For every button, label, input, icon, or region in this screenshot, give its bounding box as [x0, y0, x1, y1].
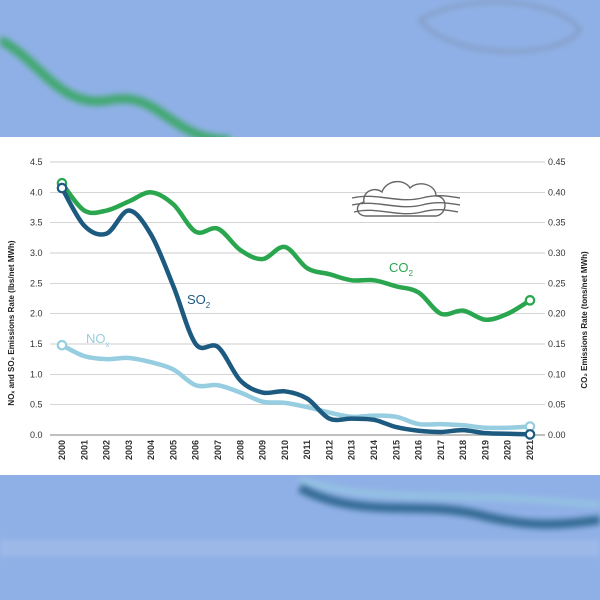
x-tick-label: 2019	[480, 440, 490, 460]
y-left-tick-label: 2.5	[30, 278, 43, 288]
chart-card: 0.0 0.5 1.0 1.5 2.0 2.5 3.0 3.5 4.0 4.5 0.00 0.05 0…	[0, 137, 600, 475]
x-tick-label: 2007	[213, 440, 223, 460]
x-tick-label: 2013	[347, 440, 357, 460]
y-right-tick-label: 0.30	[548, 248, 566, 258]
y-left-tick-label: 1.5	[30, 339, 43, 349]
endpoint-markers	[56, 177, 536, 440]
x-tick-label: 2017	[436, 440, 446, 460]
x-tick-label: 2008	[235, 440, 245, 460]
y-right-tick-label: 0.05	[548, 400, 566, 410]
x-tick-label: 2002	[102, 440, 112, 460]
x-tick-label: 2014	[369, 440, 379, 460]
emissions-chart: 0.00.51.01.52.02.53.03.54.04.5 0.000.050…	[7, 157, 589, 460]
y-left-tick-label: 0.0	[30, 430, 43, 440]
x-tick-label: 2006	[191, 440, 201, 460]
x-tick-label: 2005	[168, 440, 178, 460]
x-tick-label: 2018	[458, 440, 468, 460]
so2-series-line	[59, 185, 533, 437]
x-tick-label: 2004	[146, 440, 156, 460]
x-tick-label: 2012	[324, 440, 334, 460]
so2-series-label: SO2	[187, 292, 211, 310]
x-tick-label: 2015	[391, 440, 401, 460]
nox-series-line	[59, 342, 533, 431]
left-axis-ticks: 0.0 0.5 1.0 1.5 2.0 2.5 3.0 3.5 4.0 4.5	[30, 157, 43, 440]
y-left-tick-label: 0.5	[30, 400, 43, 410]
x-tick-label: 2000	[57, 440, 67, 460]
so2-endpoint-marker	[56, 182, 68, 194]
x-tick-label: 2009	[258, 440, 268, 460]
series-lines	[59, 180, 533, 437]
y-right-tick-label: 0.40	[548, 187, 566, 197]
co2-series-line	[59, 180, 533, 323]
so2-endpoint-marker	[524, 429, 536, 440]
right-axis-title: CO₂ Emissions Rate (tons/net MWh)	[580, 251, 589, 389]
y-right-tick-label: 0.15	[548, 339, 566, 349]
y-left-tick-label: 1.0	[30, 369, 43, 379]
co2-series-label: CO2	[389, 260, 414, 278]
nox-endpoint-marker	[56, 339, 68, 351]
x-tick-label: 2001	[79, 440, 89, 460]
y-right-tick-label: 0.10	[548, 369, 566, 379]
x-tick-label: 2016	[414, 440, 424, 460]
co2-endpoint-marker	[524, 295, 536, 306]
nox-series-label: NOx	[86, 331, 110, 349]
x-tick-label: 2021	[525, 440, 535, 460]
y-left-tick-label: 3.5	[30, 218, 43, 228]
y-left-tick-label: 3.0	[30, 248, 43, 258]
y-right-tick-label: 0.25	[548, 278, 566, 288]
right-axis-ticks: 0.00 0.05 0.10 0.15 0.20 0.25 0.30 0.35 0.40 0.45	[548, 157, 566, 440]
x-tick-label: 2010	[280, 440, 290, 460]
cloud-icon	[351, 181, 461, 217]
x-tick-label: 2020	[503, 440, 513, 460]
y-right-tick-label: 0.35	[548, 218, 566, 228]
x-tick-label: 2003	[124, 440, 134, 460]
y-right-tick-label: 0.45	[548, 157, 566, 167]
y-right-tick-label: 0.20	[548, 309, 566, 319]
y-left-tick-label: 4.5	[30, 157, 43, 167]
x-tick-label: 2011	[302, 440, 312, 460]
left-axis-title: NOₓ and SO₂ Emissions Rate (lbs/net MWh)	[7, 240, 16, 406]
x-axis-ticks: 2000 2001 2002 2003 2004 2005 2006 2007 2008 2009…	[57, 440, 535, 460]
y-left-tick-label: 4.0	[30, 187, 43, 197]
y-left-tick-label: 2.0	[30, 309, 43, 319]
y-right-tick-label: 0.00	[548, 430, 566, 440]
